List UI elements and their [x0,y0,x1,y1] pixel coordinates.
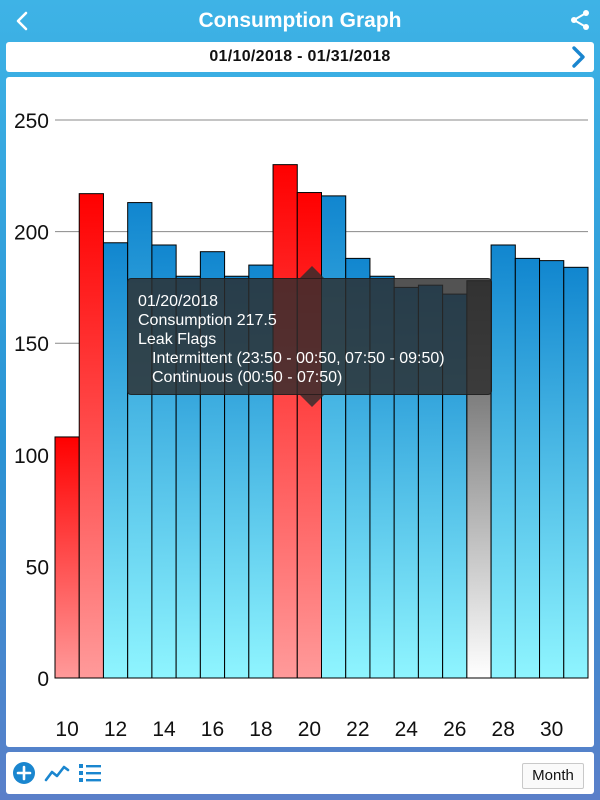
tooltip-caret-down [300,395,324,407]
bar-day-21[interactable] [321,195,347,679]
list-icon[interactable] [78,761,102,785]
bar-day-11[interactable] [78,193,104,679]
x-tick-label: 18 [249,718,272,741]
bar-tooltip: 01/20/2018 Consumption 217.5 Leak Flags … [127,278,492,395]
y-tick-label: 0 [37,668,49,691]
period-button[interactable]: Month [522,763,584,789]
x-tick-label: 28 [492,718,515,741]
x-axis-ticks: 10 12 14 16 18 20 22 24 26 28 30 [55,718,563,741]
bar-day-10[interactable] [54,436,80,679]
page-title: Consumption Graph [198,9,402,32]
x-tick-label: 24 [395,718,419,741]
bar-day-30[interactable] [539,260,565,679]
x-tick-label: 30 [540,718,563,741]
x-tick-label: 10 [55,718,78,741]
consumption-chart: 0 50 100 150 200 250 10 12 14 16 18 20 22 24 26 28 30 0… [6,77,594,747]
line-chart-icon[interactable] [44,761,70,785]
chevron-right-icon[interactable] [568,44,588,70]
chevron-left-icon[interactable] [10,6,36,36]
x-tick-label: 14 [152,718,176,741]
date-range-bar: 01/10/2018 - 01/31/2018 [6,42,594,72]
date-range-label: 01/10/2018 - 01/31/2018 [209,48,391,65]
y-tick-label: 150 [14,333,49,356]
bars [54,164,589,679]
bar-chart[interactable]: 0 50 100 150 200 250 10 12 14 16 18 20 22 24 26 28 30 [6,77,594,747]
bar-day-31[interactable] [563,266,589,679]
tooltip-intermittent: Intermittent (23:50 - 00:50, 07:50 - 09:… [152,350,445,367]
y-tick-label: 50 [26,556,49,579]
y-axis-ticks: 0 50 100 150 200 250 [14,110,49,691]
tooltip-caret-up [300,266,324,278]
bar-day-19[interactable] [272,164,298,679]
bar-day-29[interactable] [514,257,541,679]
add-circle-icon[interactable] [12,761,36,785]
top-bar: Consumption Graph [0,0,600,42]
bar-day-12[interactable] [102,242,129,679]
share-icon[interactable] [568,8,592,32]
tooltip-consumption: Consumption 217.5 [138,312,277,329]
bar-day-28[interactable] [490,244,516,679]
y-tick-label: 200 [14,222,49,245]
x-tick-label: 16 [201,718,224,741]
bottom-toolbar: Month [6,752,594,794]
tooltip-continuous: Continuous (00:50 - 07:50) [152,369,343,386]
x-tick-label: 22 [346,718,369,741]
y-tick-label: 100 [14,445,49,468]
tooltip-date: 01/20/2018 [138,293,219,310]
x-tick-label: 20 [298,718,321,741]
tooltip-leak-flags: Leak Flags [138,331,217,348]
x-tick-label: 12 [104,718,127,741]
bar-day-13[interactable] [127,202,153,679]
y-tick-label: 250 [14,110,49,133]
x-tick-label: 26 [443,718,466,741]
